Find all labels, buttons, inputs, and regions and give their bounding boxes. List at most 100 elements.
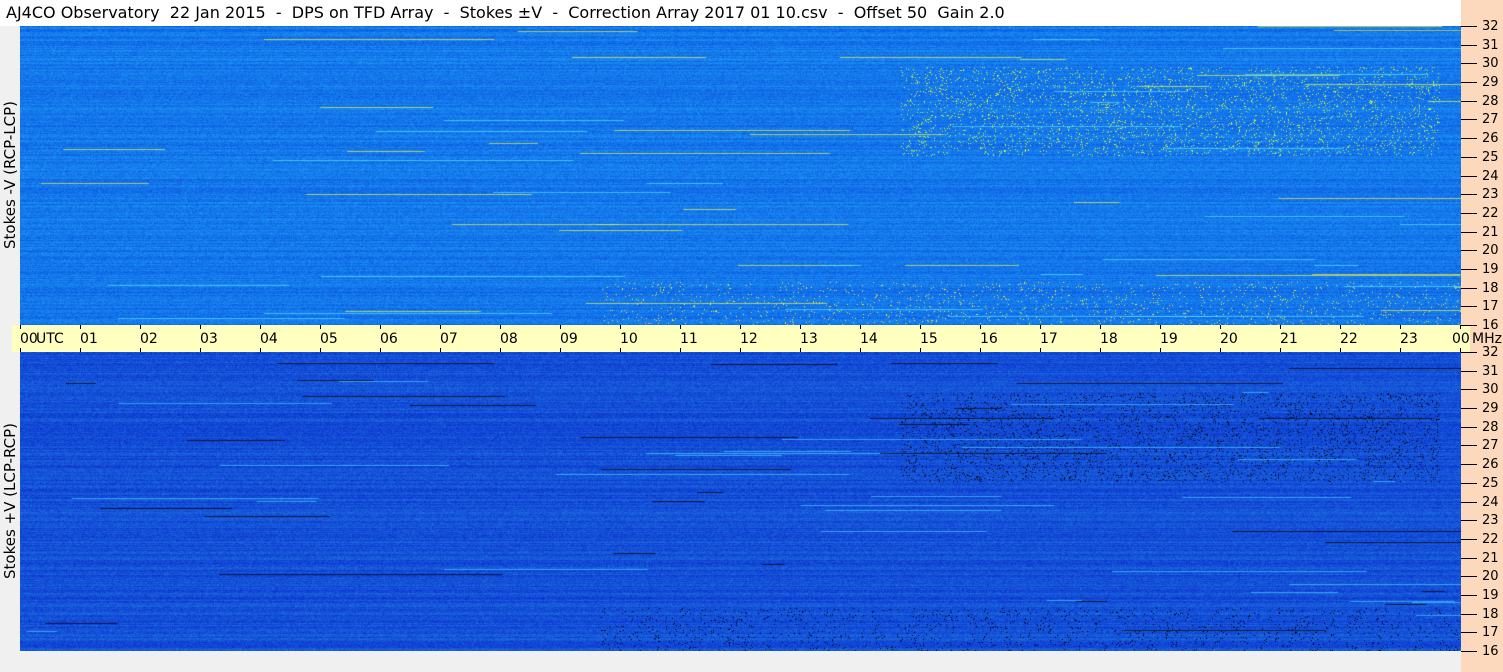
freq-tick xyxy=(1461,426,1477,428)
freq-tick xyxy=(1461,231,1477,233)
freq-tick-label: 27 xyxy=(1482,438,1499,454)
freq-tick xyxy=(1461,576,1477,578)
time-tick xyxy=(140,348,141,352)
freq-tick-label: 20 xyxy=(1482,243,1499,259)
freq-tick-label: 17 xyxy=(1482,299,1499,315)
freq-tick-label: 31 xyxy=(1482,363,1499,379)
time-tick-label: 11 xyxy=(680,331,698,347)
time-tick xyxy=(80,348,81,352)
freq-tick-label: 17 xyxy=(1482,625,1499,641)
time-tick-label: 15 xyxy=(920,331,938,347)
freq-tick xyxy=(1461,287,1477,289)
freq-tick-label: 29 xyxy=(1482,75,1499,91)
freq-tick xyxy=(1461,370,1477,372)
freq-tick-label: 23 xyxy=(1482,513,1499,529)
time-tick xyxy=(1340,348,1341,352)
freq-tick-label: 23 xyxy=(1482,187,1499,203)
time-tick xyxy=(620,325,621,329)
freq-tick-label: 28 xyxy=(1482,419,1499,435)
time-tick-label: 16 xyxy=(980,331,998,347)
time-tick-label: 02 xyxy=(140,331,158,347)
freq-tick xyxy=(1461,26,1477,27)
freq-tick-label: 26 xyxy=(1482,131,1499,147)
time-tick xyxy=(440,325,441,329)
freq-tick-label: 29 xyxy=(1482,401,1499,417)
freq-tick-label: 21 xyxy=(1482,224,1499,240)
time-tick xyxy=(1220,325,1221,329)
freq-tick xyxy=(1461,520,1477,522)
freq-tick-label: 27 xyxy=(1482,112,1499,128)
time-tick-label: 14 xyxy=(860,331,878,347)
time-tick-label: 04 xyxy=(260,331,278,347)
freq-tick-label: 26 xyxy=(1482,457,1499,473)
time-tick xyxy=(680,325,681,329)
freq-tick xyxy=(1461,651,1477,652)
freq-tick xyxy=(1461,464,1477,466)
freq-tick xyxy=(1461,194,1477,196)
freq-tick xyxy=(1461,538,1477,540)
freq-tick xyxy=(1461,352,1477,353)
freq-tick-label: 30 xyxy=(1482,382,1499,398)
freq-tick-label: 31 xyxy=(1482,37,1499,53)
time-tick xyxy=(200,348,201,352)
time-tick-label: 17 xyxy=(1040,331,1058,347)
spectrogram-stokes-minus-v xyxy=(20,26,1461,325)
freq-tick-label: 20 xyxy=(1482,569,1499,585)
freq-tick xyxy=(1461,82,1477,84)
freq-tick xyxy=(1461,156,1477,158)
time-tick xyxy=(980,348,981,352)
time-tick-label: 21 xyxy=(1280,331,1298,347)
freq-tick-label: 22 xyxy=(1482,205,1499,221)
time-tick xyxy=(1220,348,1221,352)
time-tick xyxy=(20,325,21,329)
time-tick xyxy=(440,348,441,352)
time-tick xyxy=(1460,348,1461,352)
time-tick xyxy=(1040,325,1041,329)
freq-tick xyxy=(1461,632,1477,634)
freq-tick-label: 18 xyxy=(1482,280,1499,296)
freq-tick-label: 19 xyxy=(1482,587,1499,603)
freq-tick xyxy=(1461,445,1477,447)
time-tick xyxy=(1280,348,1281,352)
time-tick xyxy=(1160,348,1161,352)
time-tick xyxy=(1100,325,1101,329)
y-label-top: Stokes -V (RCP-LCP) xyxy=(1,101,19,250)
time-tick xyxy=(500,348,501,352)
time-tick xyxy=(980,325,981,329)
time-tick-label: 01 xyxy=(80,331,98,347)
freq-tick xyxy=(1461,501,1477,503)
time-tick xyxy=(740,348,741,352)
time-tick xyxy=(800,325,801,329)
freq-tick xyxy=(1461,408,1477,410)
time-tick xyxy=(1400,348,1401,352)
time-tick-label: 12 xyxy=(740,331,758,347)
time-tick xyxy=(200,325,201,329)
freq-tick xyxy=(1461,557,1477,559)
freq-tick-label: 16 xyxy=(1482,318,1499,333)
time-axis: 00 01 02 03 04 05 06 07 08 09 10 11 12 13 14 15 16 17 18 19… xyxy=(12,325,1502,352)
time-tick xyxy=(1100,348,1101,352)
freq-tick-label: 16 xyxy=(1482,644,1499,659)
time-tick-label: 20 xyxy=(1220,331,1238,347)
freq-tick xyxy=(1461,389,1477,391)
freq-tick xyxy=(1461,63,1477,65)
time-tick xyxy=(560,325,561,329)
utc-label: UTC xyxy=(36,331,64,347)
freq-tick-label: 22 xyxy=(1482,531,1499,547)
freq-tick xyxy=(1461,268,1477,270)
freq-tick-label: 32 xyxy=(1482,19,1499,34)
freq-tick xyxy=(1461,175,1477,177)
time-tick-label: 00 xyxy=(20,331,38,347)
freq-tick-label: 25 xyxy=(1482,149,1499,165)
time-tick xyxy=(320,348,321,352)
time-tick xyxy=(560,348,561,352)
time-tick-label: 07 xyxy=(440,331,458,347)
freq-tick-label: 28 xyxy=(1482,93,1499,109)
time-tick xyxy=(380,348,381,352)
time-tick xyxy=(1280,325,1281,329)
mhz-label: MHz xyxy=(1472,331,1502,347)
time-tick-label: 10 xyxy=(620,331,638,347)
time-tick xyxy=(620,348,621,352)
time-tick xyxy=(860,325,861,329)
freq-tick-label: 24 xyxy=(1482,168,1499,184)
